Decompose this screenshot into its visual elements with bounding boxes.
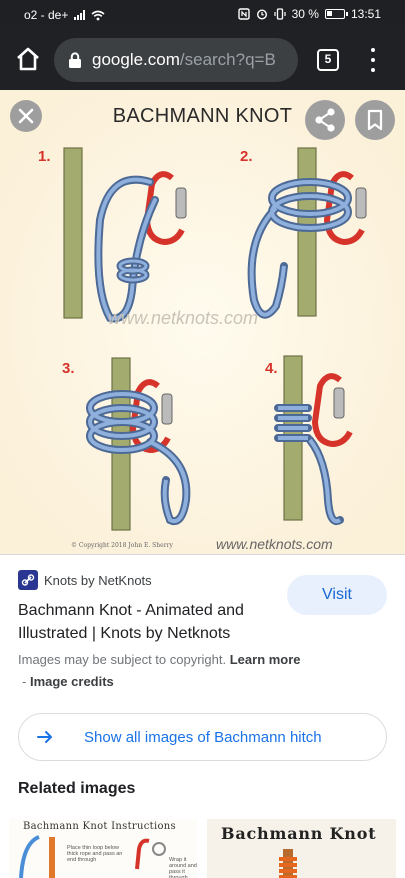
vibrate-icon [274,8,286,20]
knot-illustration [0,90,405,554]
image-credits-link[interactable]: Image credits [29,674,114,689]
thumb-1-art [19,835,166,878]
save-button[interactable] [355,100,395,140]
more-vert-icon[interactable] [366,48,380,72]
browser-toolbar: google.com/search?q=B 5 [0,30,405,90]
carrier-label: o2 - de+ [24,8,69,22]
battery-percent: 30 % [291,7,319,21]
show-all-label: Show all images of Bachmann hitch [84,728,322,746]
source-name: Knots by NetKnots [44,572,152,588]
pole-3 [111,357,131,531]
image-title: BACHMANN KNOT [112,105,293,127]
close-icon [18,108,34,124]
thumb-1-text-left: Place thin loop below thick rope and pas… [67,845,123,863]
status-right: 30 % 13:51 [237,7,381,21]
signal-icon [74,10,86,20]
step-2-label: 2. [240,148,253,165]
image-copyright: © Copyright 2018 John E. Sherry [71,542,173,549]
step-1-label: 1. [38,148,51,165]
clock: 13:51 [350,7,381,21]
copyright-text: Images may be subject to copyright. [18,652,227,667]
related-image-1[interactable]: Bachmann Knot Instructions Place thin lo… [9,819,197,878]
pole-2 [297,147,317,317]
nfc-icon [237,8,250,20]
lock-icon [69,52,81,68]
learn-more-link[interactable]: Learn more [229,652,301,667]
show-all-images-button[interactable]: Show all images of Bachmann hitch [18,713,387,761]
address-bar[interactable]: google.com/search?q=B [54,38,298,82]
tab-count: 5 [324,52,332,66]
step-4-label: 4. [265,360,278,377]
url-host: google.com [92,50,180,69]
carabiner-4 [311,373,353,448]
share-icon [315,108,335,132]
bookmark-icon [367,109,383,131]
status-bar: o2 - de+ 30 % 13:51 [0,0,405,30]
link-icon [21,574,35,586]
thumb-2-art [279,849,297,878]
watermark: www.netknots.com [108,308,259,328]
carabiner-2 [323,171,365,246]
source-row[interactable]: Knots by NetKnots [18,570,152,590]
arrow-right-icon [37,731,52,743]
credits-row: - Image credits [22,674,114,689]
result-title[interactable]: Bachmann Knot - Animated and Illustrated… [18,602,244,642]
related-images-heading: Related images [18,780,136,797]
watermark-bottom: www.netknots.com [216,536,333,552]
image-preview[interactable]: BACHMANN KNOT 1. 2. 3. 4. www.netknots.c… [0,90,405,555]
thumb-2-title: Bachmann Knot [221,824,377,843]
related-image-2[interactable]: Bachmann Knot [207,819,396,878]
step-3-label: 3. [62,360,75,377]
close-button[interactable] [10,100,42,132]
thumb-1-title: Bachmann Knot Instructions [23,821,176,832]
pole-1 [63,147,83,319]
battery-icon [324,9,348,19]
thumb-1-text-right: Wrap it around and pass it through [169,857,197,878]
status-left: o2 - de+ [24,8,105,22]
source-logo [18,570,38,590]
credits-separator: - [22,674,27,689]
alarm-icon [256,9,267,20]
carabiner-1 [143,171,185,246]
tabs-button[interactable]: 5 [317,49,339,71]
visit-button[interactable]: Visit [287,575,387,615]
copyright-note: Images may be subject to copyright. Lear… [18,652,301,667]
wifi-icon [91,10,105,20]
share-button[interactable] [305,100,345,140]
home-icon[interactable] [14,45,42,73]
url-path: /search?q=B [179,50,276,69]
